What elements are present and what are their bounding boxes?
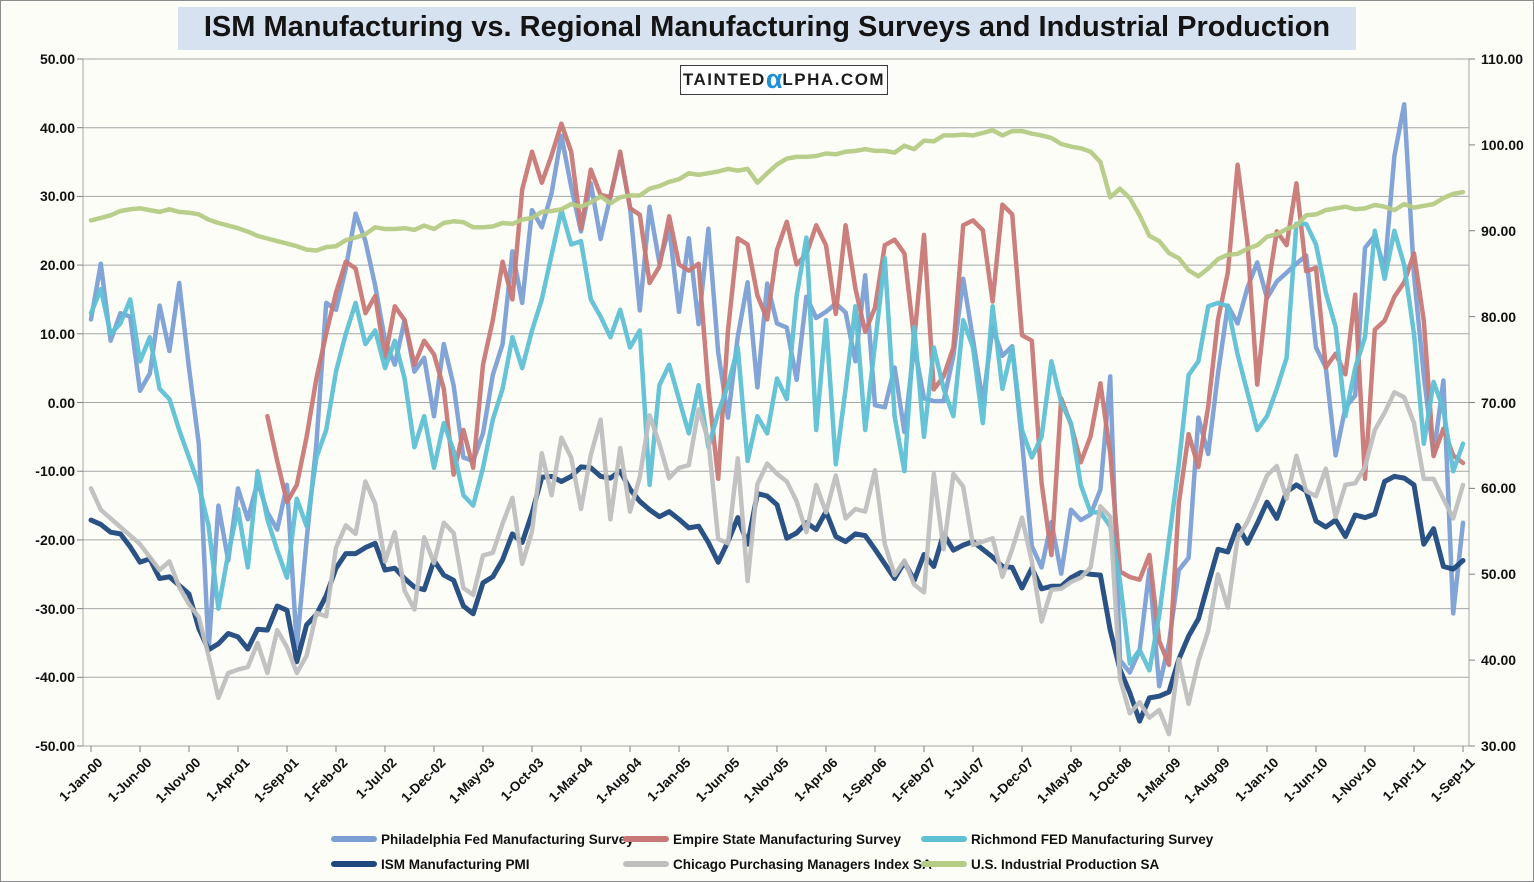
y-right-tick-label: 40.00 — [1481, 652, 1517, 669]
legend-label-industrial-production: U.S. Industrial Production SA — [971, 856, 1160, 872]
legend-label-chicago-pmi: Chicago Purchasing Managers Index SA — [673, 856, 932, 872]
y-right-tick-label: 80.00 — [1481, 308, 1517, 325]
series-line-industrial-production — [88, 128, 1466, 279]
y-left-tick-label: -30.00 — [35, 600, 75, 617]
y-right-tick-label: 110.00 — [1481, 51, 1524, 67]
series-line-ism-pmi — [88, 464, 1466, 724]
series-line-philadelphia-fed — [88, 102, 1466, 689]
y-right-tick-label: 60.00 — [1481, 480, 1517, 497]
legend-swatch-empire-state — [623, 836, 669, 842]
legend: Philadelphia Fed Manufacturing Survey Em… — [1, 825, 1533, 879]
y-right-tick-label: 50.00 — [1481, 566, 1517, 583]
y-left-tick-label: 10.00 — [39, 325, 75, 342]
legend-label-philadelphia-fed: Philadelphia Fed Manufacturing Survey — [381, 831, 634, 847]
legend-label-empire-state: Empire State Manufacturing Survey — [673, 831, 902, 847]
legend-swatch-ism-pmi — [331, 861, 377, 867]
y-right-tick-label: 90.00 — [1481, 222, 1517, 239]
legend-swatch-chicago-pmi — [623, 861, 669, 867]
watermark-badge: TAINTED α LPHA.COM — [680, 65, 888, 95]
y-left-tick-label: 30.00 — [39, 188, 75, 205]
y-left-tick-label: -20.00 — [35, 531, 75, 548]
watermark-text-left: TAINTED — [682, 70, 766, 89]
legend-item-empire-state: Empire State Manufacturing Survey — [623, 831, 901, 847]
legend-label-richmond-fed: Richmond FED Manufacturing Survey — [971, 831, 1214, 847]
y-left-tick-label: -10.00 — [35, 463, 75, 480]
legend-item-richmond-fed: Richmond FED Manufacturing Survey — [921, 831, 1213, 847]
legend-item-philadelphia-fed: Philadelphia Fed Manufacturing Survey — [331, 831, 634, 847]
legend-swatch-industrial-production — [921, 861, 967, 867]
legend-swatch-richmond-fed — [921, 836, 967, 842]
series-line-chicago-pmi — [88, 389, 1466, 737]
series-line-richmond-fed — [88, 207, 1466, 673]
title-row: ISM Manufacturing vs. Regional Manufactu… — [1, 7, 1533, 50]
legend-item-industrial-production: U.S. Industrial Production SA — [921, 856, 1159, 872]
y-left-tick-label: 40.00 — [39, 119, 75, 136]
y-right-tick-label: 30.00 — [1481, 738, 1517, 754]
y-right-tick-label: 70.00 — [1481, 394, 1517, 411]
y-left-tick-label: -50.00 — [35, 738, 75, 754]
legend-swatch-philadelphia-fed — [331, 836, 377, 842]
watermark-alpha-glyph: α — [765, 64, 783, 94]
y-right-tick-label: 100.00 — [1481, 136, 1524, 153]
legend-item-chicago-pmi: Chicago Purchasing Managers Index SA — [623, 856, 932, 872]
page-title: ISM Manufacturing vs. Regional Manufactu… — [177, 7, 1357, 50]
y-left-tick-label: 20.00 — [39, 257, 75, 274]
y-left-tick-label: 50.00 — [39, 51, 75, 67]
watermark-text-right: LPHA.COM — [782, 70, 886, 89]
legend-item-ism-pmi: ISM Manufacturing PMI — [331, 856, 530, 872]
series-line-empire-state — [265, 121, 1466, 668]
y-left-tick-label: -40.00 — [35, 669, 75, 686]
legend-label-ism-pmi: ISM Manufacturing PMI — [381, 856, 530, 872]
y-left-tick-label: 0.00 — [47, 394, 75, 411]
